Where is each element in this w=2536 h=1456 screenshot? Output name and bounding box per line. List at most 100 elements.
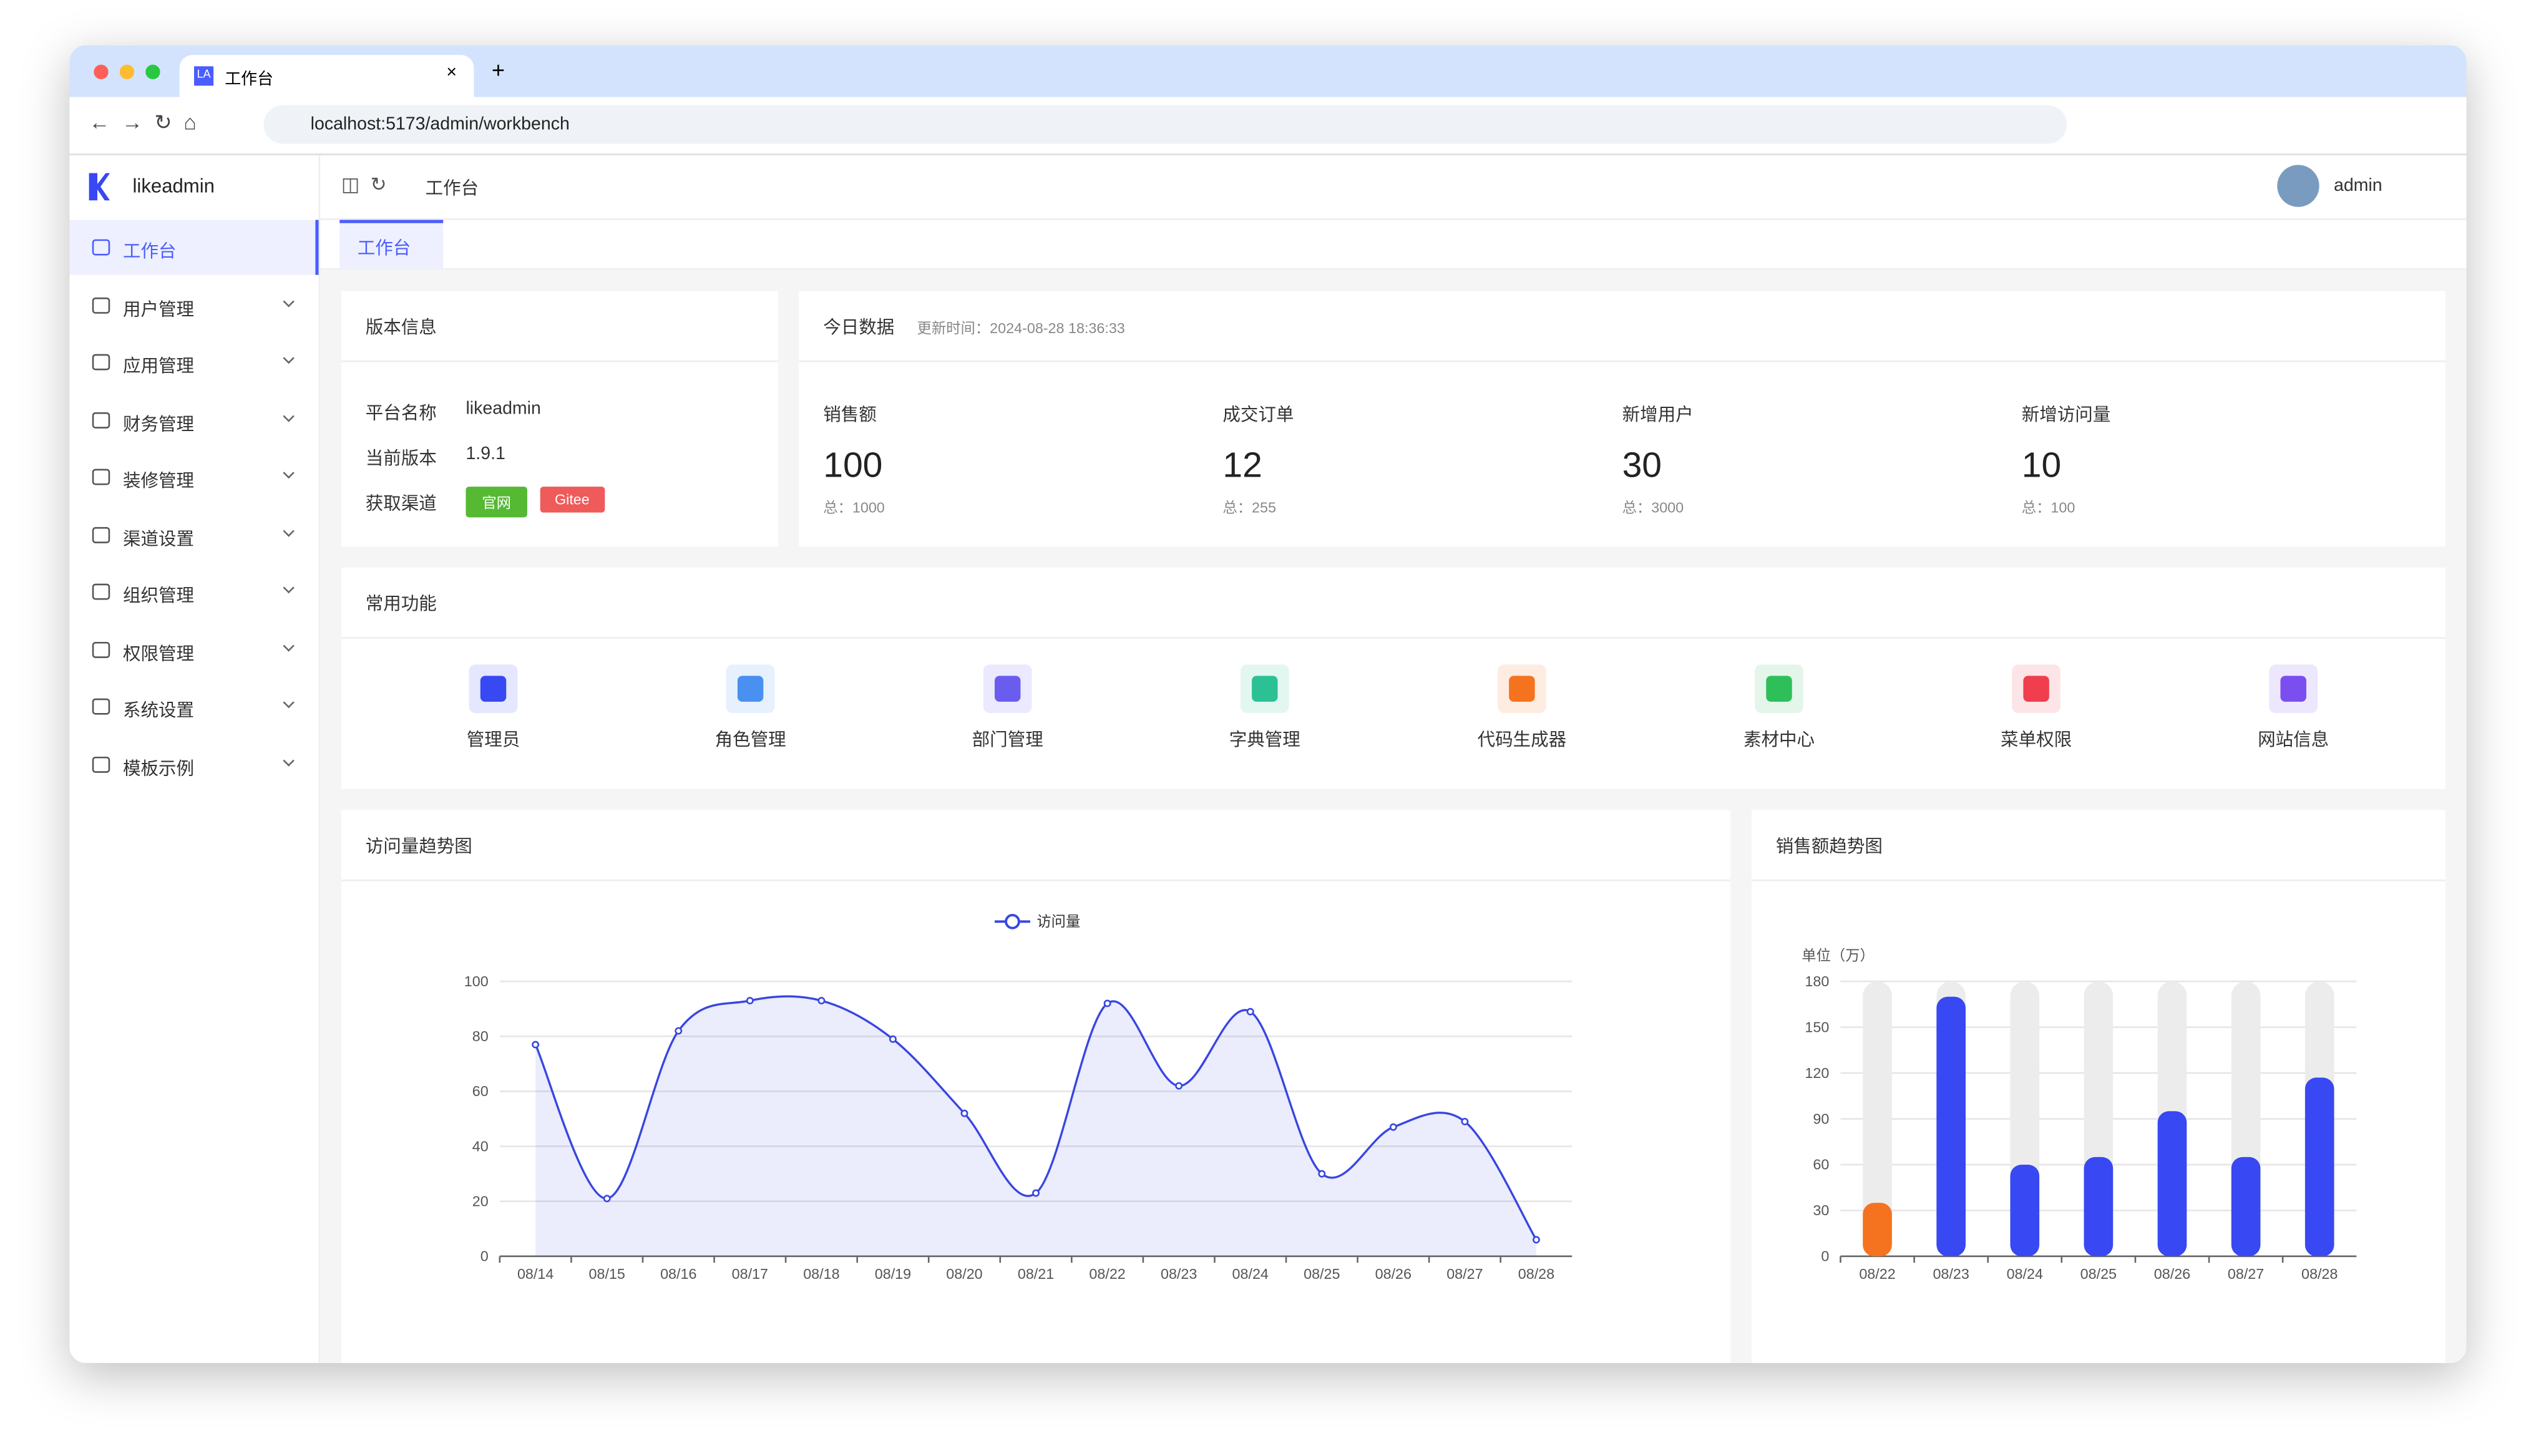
point	[1246, 1007, 1254, 1016]
label: 平台名称	[365, 404, 437, 424]
min-dot[interactable]	[119, 64, 135, 79]
menu-icon	[92, 239, 110, 256]
function-item[interactable]: 代码生成器	[1441, 661, 1602, 759]
x-tick-label: 08/22	[1859, 1266, 1895, 1282]
page-tab[interactable]: 工作台	[339, 220, 444, 269]
x-tick-label: 08/14	[517, 1266, 554, 1282]
function-label: 网站信息	[2258, 730, 2329, 750]
x-tick-label: 08/22	[1089, 1266, 1125, 1282]
bar	[2231, 1157, 2261, 1256]
menu-arrow	[283, 639, 295, 651]
function-icon	[480, 676, 507, 702]
x-tick-label: 08/15	[589, 1266, 625, 1282]
y-axis-label: 单位（万）	[1802, 948, 1875, 964]
x-tick-label: 08/17	[732, 1266, 768, 1282]
update-time: 更新时间：2024-08-28 18:36:33	[917, 320, 1125, 337]
bar	[2157, 1111, 2187, 1256]
bar	[2304, 1077, 2334, 1256]
menu-item[interactable]: 财务管理	[69, 392, 318, 447]
x-tick-label: 08/27	[2228, 1266, 2264, 1282]
x-tick-label: 08/19	[875, 1266, 911, 1282]
function-item[interactable]: 菜单权限	[1955, 661, 2117, 759]
logo-icon	[89, 173, 110, 201]
stat-value: 30	[1622, 444, 1662, 485]
point	[603, 1195, 611, 1203]
function-item[interactable]: 部门管理	[927, 661, 1088, 759]
menu-label: 权限管理	[122, 644, 195, 664]
menu-icon	[92, 354, 110, 371]
menu-item[interactable]: 应用管理	[69, 335, 318, 390]
x-tick-label: 08/16	[660, 1266, 696, 1282]
point	[1532, 1236, 1540, 1244]
sales-chart: 0 30 60 90 120 150 180 08/22 08/23 08/24 08/25 08/2…	[1802, 948, 2357, 1282]
menu-label: 应用管理	[122, 357, 195, 377]
menu-item[interactable]: 工作台	[69, 220, 319, 275]
function-item[interactable]: 管理员	[412, 661, 574, 759]
label: 获取渠道	[365, 495, 437, 515]
function-item[interactable]: 网站信息	[2213, 661, 2374, 759]
menu-item[interactable]: 装修管理	[69, 450, 318, 505]
menu-icon	[92, 526, 110, 543]
header: ◫ ↻ 工作台 admin	[320, 155, 2467, 220]
point	[960, 1109, 968, 1117]
menu-arrow	[283, 409, 295, 422]
menu-item[interactable]: 系统设置	[69, 679, 318, 734]
menu-icon	[92, 411, 110, 428]
close-dot[interactable]	[94, 64, 109, 79]
function-item[interactable]: 字典管理	[1184, 661, 1345, 759]
header-icons[interactable]: ◫ ↻	[341, 173, 387, 196]
menu-item[interactable]: 用户管理	[69, 277, 318, 332]
card-title: 销售额趋势图	[1775, 837, 1883, 857]
stat-value: 10	[2021, 444, 2062, 485]
function-icon	[737, 676, 764, 702]
function-label: 部门管理	[972, 730, 1043, 750]
y-tick-label: 60	[1813, 1157, 1829, 1173]
function-icon	[2280, 676, 2306, 702]
function-label: 代码生成器	[1477, 730, 1567, 750]
y-tick-label: 0	[480, 1248, 489, 1264]
tab-close[interactable]: ×	[446, 63, 457, 83]
point	[889, 1035, 897, 1043]
value: 1.9.1	[466, 444, 505, 464]
point	[1389, 1123, 1397, 1131]
today-card: 今日数据 更新时间：2024-08-28 18:36:33 销售额 100 总：10…	[799, 291, 2446, 547]
channel-button[interactable]: Gitee	[540, 487, 605, 513]
point	[746, 997, 754, 1005]
menu-label: 组织管理	[122, 586, 195, 606]
menu-arrow	[283, 524, 295, 536]
menu-arrow	[283, 467, 295, 479]
max-dot[interactable]	[145, 64, 160, 79]
nav-icons[interactable]: ← → ↻ ⌂	[89, 110, 197, 135]
menu-icon	[92, 698, 110, 715]
address-row: ← → ↻ ⌂ localhost:5173/admin/workbench	[69, 97, 2467, 155]
channel-button[interactable]: 官网	[466, 487, 527, 518]
legend-label: 访问量	[1036, 913, 1080, 929]
stat-value: 100	[823, 444, 883, 485]
point	[817, 997, 826, 1005]
tab[interactable]: LA 工作台 ×	[179, 55, 474, 97]
y-tick-label: 120	[1805, 1065, 1829, 1081]
legend-marker	[1005, 914, 1020, 929]
menu-item[interactable]: 组织管理	[69, 565, 318, 619]
function-label: 菜单权限	[2001, 730, 2072, 750]
menu-item[interactable]: 权限管理	[69, 622, 318, 677]
url-bar[interactable]: localhost:5173/admin/workbench	[263, 105, 2067, 144]
x-tick-label: 08/26	[2154, 1266, 2190, 1282]
function-icon	[994, 676, 1021, 702]
sidebar: likeadmin 工作台 用户管理 应用管理 财务管理 装修管理 渠道设置 组织管理 权限管…	[69, 155, 321, 1363]
menu-arrow	[283, 581, 295, 594]
function-label: 字典管理	[1229, 730, 1300, 750]
menu-label: 系统设置	[122, 701, 195, 721]
avatar[interactable]	[2277, 165, 2319, 207]
y-tick-label: 150	[1805, 1019, 1829, 1035]
new-tab[interactable]: +	[491, 56, 505, 83]
x-tick-label: 08/24	[2007, 1266, 2043, 1282]
function-item[interactable]: 素材中心	[1698, 661, 1860, 759]
function-item[interactable]: 角色管理	[670, 661, 831, 759]
user-name[interactable]: admin	[2333, 176, 2382, 196]
menu-item[interactable]: 模板示例	[69, 737, 318, 792]
card-title: 常用功能	[365, 595, 437, 614]
menu-label: 模板示例	[122, 759, 195, 779]
menu-item[interactable]: 渠道设置	[69, 507, 318, 562]
